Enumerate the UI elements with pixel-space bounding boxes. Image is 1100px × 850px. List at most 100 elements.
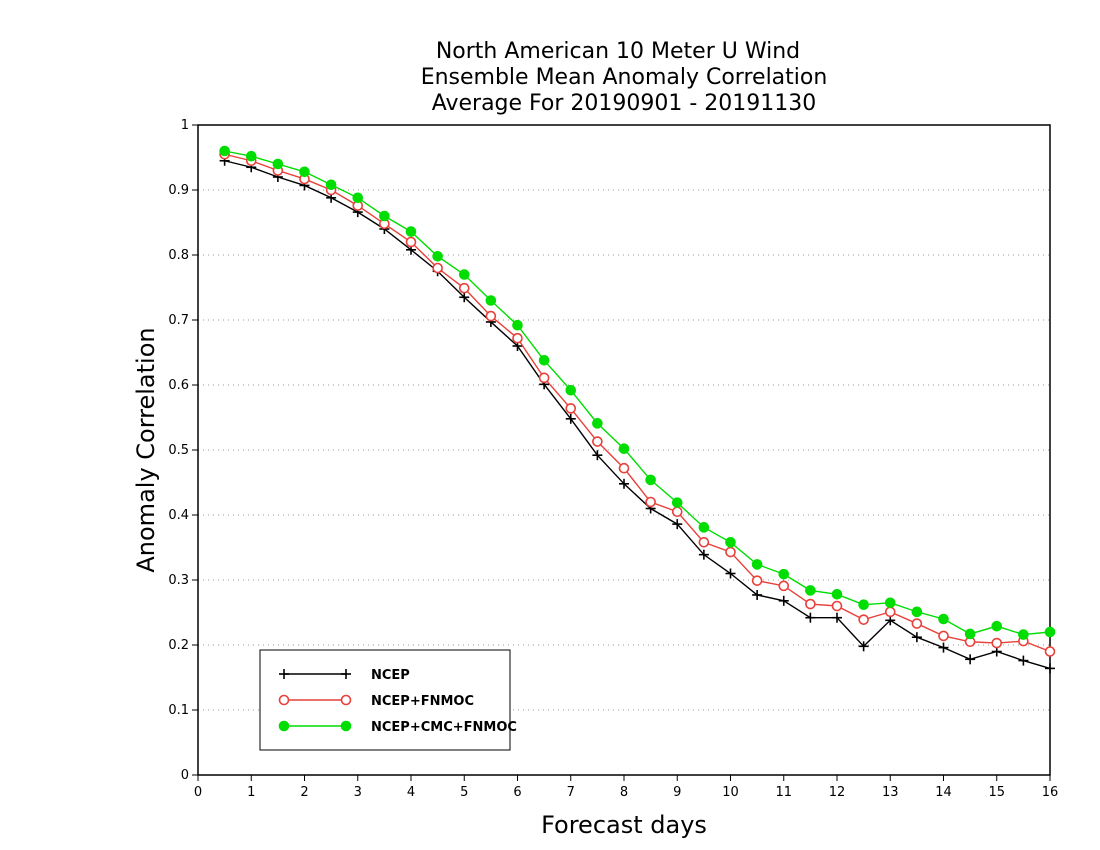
data-point-s0-28 xyxy=(965,654,976,665)
data-point-s2-5 xyxy=(352,192,364,204)
data-point-s0-9 xyxy=(459,292,470,303)
x-tick-label: 13 xyxy=(882,785,899,800)
series-1 xyxy=(219,148,1056,657)
legend-marker-b-2 xyxy=(340,720,352,732)
y-tick-label: 0.1 xyxy=(168,703,189,718)
x-tick-label: 8 xyxy=(620,785,628,800)
data-point-s2-26 xyxy=(911,606,923,618)
y-tick-label: 0.4 xyxy=(168,508,189,523)
data-point-s2-19 xyxy=(725,537,736,548)
data-point-s2-17 xyxy=(671,497,683,508)
y-tick-label: 0.2 xyxy=(168,638,189,653)
x-tick-label: 1 xyxy=(247,785,255,800)
x-tick-label: 7 xyxy=(567,785,575,800)
data-point-s2-2 xyxy=(272,158,284,170)
y-axis-label: Anomaly Correlation xyxy=(132,327,160,572)
data-point-s1-14 xyxy=(592,436,603,447)
data-point-s2-21 xyxy=(778,568,790,580)
x-tick-label: 4 xyxy=(407,785,415,800)
data-point-s0-24 xyxy=(858,641,869,652)
data-point-s2-9 xyxy=(458,269,470,280)
x-tick-label: 16 xyxy=(1042,785,1059,800)
x-tick-label: 11 xyxy=(775,785,792,800)
data-point-s0-21 xyxy=(778,595,789,606)
x-axis-label: Forecast days xyxy=(541,811,707,839)
data-point-s2-23 xyxy=(831,589,843,600)
x-tick-label: 5 xyxy=(460,785,468,800)
data-point-s0-27 xyxy=(938,642,949,653)
data-point-s2-14 xyxy=(592,418,603,429)
chart-title-line-3: Average For 20190901 - 20191130 xyxy=(432,91,817,116)
data-point-s1-25 xyxy=(884,606,896,618)
y-tick-label: 0.7 xyxy=(168,313,189,328)
data-point-s1-13 xyxy=(565,403,577,414)
data-point-s1-21 xyxy=(778,580,790,592)
x-tick-label: 6 xyxy=(513,785,521,800)
data-point-s1-8 xyxy=(432,262,443,274)
data-point-s2-16 xyxy=(645,474,656,486)
x-tick-label: 0 xyxy=(194,785,202,800)
data-point-s1-15 xyxy=(618,462,630,474)
legend-marker-a-1 xyxy=(278,694,290,706)
x-tick-label: 3 xyxy=(354,785,362,800)
data-point-s2-3 xyxy=(299,166,310,178)
data-point-s0-14 xyxy=(592,450,603,461)
data-point-s1-17 xyxy=(671,506,683,518)
legend-marker-a-2 xyxy=(278,720,290,732)
data-point-s2-20 xyxy=(751,559,763,570)
data-point-s2-7 xyxy=(405,226,417,237)
data-point-s2-29 xyxy=(991,620,1003,632)
y-tick-label: 0 xyxy=(181,768,189,783)
data-point-s0-31 xyxy=(1045,663,1055,674)
data-point-s0-20 xyxy=(752,589,763,600)
legend-label-0: NCEP xyxy=(371,668,410,683)
data-point-s2-15 xyxy=(618,443,630,455)
data-point-s1-11 xyxy=(512,332,523,344)
data-point-s2-13 xyxy=(565,384,577,396)
chart-title-line-1: North American 10 Meter U Wind xyxy=(436,39,800,64)
y-tick-label: 0.8 xyxy=(168,248,189,263)
data-point-s0-13 xyxy=(565,413,576,424)
y-tick-label: 0.9 xyxy=(168,183,189,198)
data-point-s2-11 xyxy=(512,319,523,331)
legend-label-1: NCEP+FNMOC xyxy=(371,694,474,709)
chart-title-line-2: Ensemble Mean Anomaly Correlation xyxy=(421,65,828,90)
data-point-s2-10 xyxy=(485,295,497,306)
series-line-2 xyxy=(224,150,1051,636)
data-point-s0-18 xyxy=(698,549,709,560)
x-tick-label: 15 xyxy=(988,785,1005,800)
data-point-s1-23 xyxy=(831,600,843,612)
data-point-s2-25 xyxy=(884,597,896,609)
data-point-s2-24 xyxy=(858,599,869,611)
data-point-s2-6 xyxy=(379,210,390,222)
legend-marker-b-0 xyxy=(341,669,351,679)
series-line-1 xyxy=(224,153,1051,653)
data-point-s0-15 xyxy=(619,478,629,489)
data-point-s2-28 xyxy=(964,628,976,640)
data-point-s1-12 xyxy=(538,372,550,384)
data-point-s1-29 xyxy=(991,637,1003,649)
y-tick-label: 0.3 xyxy=(168,573,189,588)
data-point-s1-7 xyxy=(405,236,417,248)
data-point-s1-10 xyxy=(485,310,497,322)
legend-marker-a-0 xyxy=(279,669,289,679)
data-point-s1-16 xyxy=(645,496,656,508)
y-tick-label: 1 xyxy=(181,118,189,133)
series-2 xyxy=(219,145,1056,640)
series-group xyxy=(219,145,1056,674)
data-point-s1-20 xyxy=(751,575,763,586)
x-tick-label: 14 xyxy=(935,785,952,800)
data-point-s2-12 xyxy=(538,355,550,366)
data-point-s0-19 xyxy=(725,568,736,579)
data-point-s1-22 xyxy=(805,598,816,610)
data-point-s0-22 xyxy=(805,612,816,623)
data-point-s2-8 xyxy=(432,250,443,262)
legend: NCEP NCEP+FNMOC NCEP+CMC+FNMOC xyxy=(259,649,517,751)
data-point-s1-24 xyxy=(858,614,869,625)
x-tick-label: 10 xyxy=(722,785,739,800)
data-point-s0-30 xyxy=(1018,655,1029,666)
series-0 xyxy=(219,155,1055,674)
data-point-s0-26 xyxy=(911,632,922,643)
legend-label-2: NCEP+CMC+FNMOC xyxy=(371,720,517,735)
